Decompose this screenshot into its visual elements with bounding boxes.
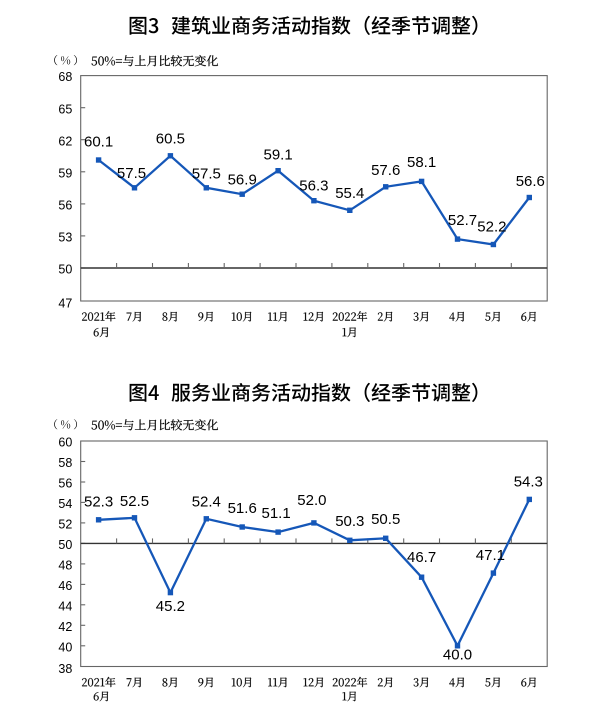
- svg-text:68: 68: [58, 70, 72, 84]
- svg-text:47.1: 47.1: [476, 547, 505, 564]
- svg-text:52.7: 52.7: [448, 212, 477, 229]
- svg-text:50: 50: [58, 538, 72, 552]
- svg-text:47: 47: [58, 297, 72, 311]
- svg-text:46: 46: [58, 579, 72, 593]
- svg-text:46.7: 46.7: [407, 549, 436, 566]
- svg-text:50: 50: [58, 263, 72, 277]
- svg-text:52.0: 52.0: [297, 492, 326, 509]
- svg-text:57.6: 57.6: [371, 162, 400, 179]
- svg-text:56.3: 56.3: [299, 177, 328, 194]
- svg-text:58.1: 58.1: [407, 154, 436, 171]
- svg-text:52.4: 52.4: [192, 494, 221, 511]
- svg-text:57.5: 57.5: [117, 165, 146, 182]
- svg-text:40.0: 40.0: [443, 647, 472, 664]
- svg-text:59: 59: [58, 166, 72, 180]
- svg-text:52.2: 52.2: [477, 219, 506, 236]
- svg-text:56.6: 56.6: [516, 173, 545, 190]
- svg-text:60: 60: [58, 436, 72, 450]
- svg-text:60.1: 60.1: [84, 133, 113, 150]
- svg-text:57.5: 57.5: [192, 165, 221, 182]
- svg-text:52.5: 52.5: [120, 493, 149, 510]
- svg-text:50.5: 50.5: [371, 511, 400, 528]
- svg-text:56: 56: [58, 199, 72, 213]
- svg-text:50.3: 50.3: [335, 513, 364, 530]
- svg-text:58: 58: [58, 456, 72, 470]
- svg-text:56: 56: [58, 477, 72, 491]
- svg-text:42: 42: [58, 620, 72, 634]
- svg-text:38: 38: [58, 662, 72, 676]
- svg-text:59.1: 59.1: [263, 147, 292, 164]
- svg-text:52.3: 52.3: [84, 494, 113, 511]
- svg-text:48: 48: [58, 559, 72, 573]
- svg-text:60.5: 60.5: [156, 131, 185, 148]
- svg-text:52: 52: [58, 518, 72, 532]
- svg-text:40: 40: [58, 640, 72, 654]
- svg-text:54: 54: [58, 497, 72, 511]
- svg-text:55.4: 55.4: [335, 185, 364, 202]
- svg-text:45.2: 45.2: [156, 598, 185, 615]
- svg-text:62: 62: [58, 134, 72, 148]
- svg-text:51.1: 51.1: [261, 505, 290, 522]
- svg-text:44: 44: [58, 599, 72, 613]
- svg-text:56.9: 56.9: [228, 171, 257, 188]
- svg-text:53: 53: [58, 231, 72, 245]
- svg-text:54.3: 54.3: [514, 474, 543, 491]
- svg-text:65: 65: [58, 102, 72, 116]
- svg-text:51.6: 51.6: [228, 500, 257, 517]
